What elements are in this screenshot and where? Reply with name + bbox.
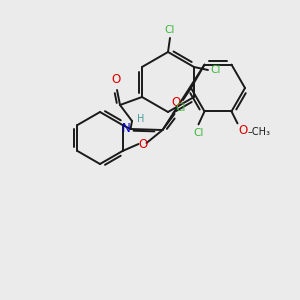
Text: O: O (238, 124, 248, 137)
Text: H: H (137, 114, 144, 124)
Text: N: N (122, 122, 131, 135)
Text: Cl: Cl (165, 25, 175, 35)
Text: Cl: Cl (176, 103, 186, 113)
Text: O: O (111, 73, 121, 86)
Text: O: O (138, 137, 147, 151)
Text: O: O (171, 96, 180, 109)
Text: Cl: Cl (210, 65, 220, 75)
Text: Cl: Cl (193, 128, 204, 138)
Text: –CH₃: –CH₃ (248, 128, 271, 137)
